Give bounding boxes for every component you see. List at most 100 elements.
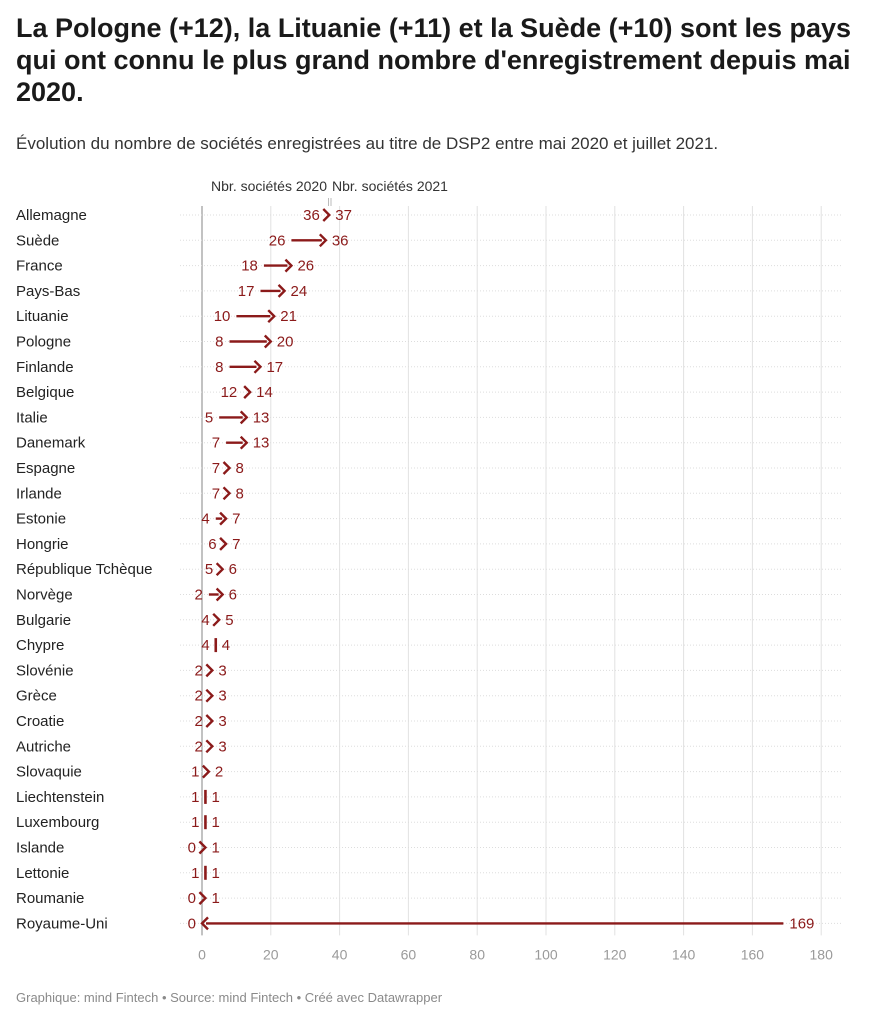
change-arrow-head	[243, 385, 252, 399]
table-row: République Tchèque 5 6	[16, 561, 843, 578]
country-label: Royaume-Uni	[16, 915, 108, 932]
value-2021-label: 5	[225, 612, 233, 629]
change-arrow-head	[198, 840, 208, 855]
table-row: Finlande 8 17	[16, 359, 843, 376]
table-row: France 18 26	[16, 258, 843, 275]
country-label: Belgique	[16, 384, 74, 401]
change-arrow-head	[322, 208, 331, 222]
x-tick-label: 160	[741, 946, 765, 962]
change-arrow-head	[219, 511, 228, 526]
table-row: Hongrie 6 7	[16, 536, 843, 553]
value-2021-label: 24	[291, 283, 308, 300]
value-2020-label: 8	[215, 359, 223, 376]
change-arrow-head	[222, 486, 232, 501]
value-2020-label: 17	[238, 283, 255, 300]
value-2020-label: 2	[195, 688, 203, 705]
x-tick-label: 60	[401, 946, 417, 962]
table-row: Islande 0 1	[16, 840, 843, 857]
x-tick-label: 120	[603, 946, 627, 962]
change-arrow-head	[198, 891, 208, 905]
table-row: Roumanie 0 1	[16, 890, 843, 907]
value-2021-label: 7	[232, 536, 240, 553]
value-2021-label: 3	[218, 688, 226, 705]
table-row: Autriche 2 3	[16, 738, 843, 755]
value-2021-label: 13	[253, 435, 270, 452]
x-tick-label: 40	[332, 946, 348, 962]
x-axis: 0 20 40 60 80 100 120 140 160 180	[198, 198, 833, 962]
value-2021-label: 7	[232, 511, 240, 528]
value-2021-label: 1	[211, 840, 219, 857]
table-row: Estonie 4 7	[16, 511, 843, 528]
value-2020-label: 7	[212, 460, 220, 477]
table-row: Lettonie 1 1	[16, 865, 843, 882]
change-arrow-head	[267, 309, 276, 324]
value-2021-label: 21	[280, 308, 297, 325]
value-2020-label: 2	[195, 713, 203, 730]
country-label: Hongrie	[16, 536, 69, 553]
country-label: Allemagne	[16, 207, 87, 224]
value-2021-label: 4	[222, 637, 230, 654]
change-arrow-head	[239, 435, 249, 450]
table-row: Bulgarie 4 5	[16, 612, 843, 629]
value-2020-label: 0	[188, 890, 196, 907]
table-row: Norvège 2 6	[16, 587, 843, 604]
value-2020-label: 5	[205, 409, 213, 426]
country-label: Bulgarie	[16, 612, 71, 629]
value-2020-label: 5	[205, 561, 213, 578]
value-2020-label: 2	[195, 738, 203, 755]
country-label: Chypre	[16, 637, 64, 654]
change-arrow-head	[222, 461, 232, 475]
table-row: Danemark 7 13	[16, 435, 843, 452]
value-2020-label: 8	[215, 334, 223, 351]
value-2021-label: 1	[211, 789, 219, 806]
country-label: Islande	[16, 840, 64, 857]
table-row: Slovénie 2 3	[16, 662, 843, 679]
change-arrow-head	[215, 587, 225, 602]
change-arrow-head	[219, 537, 228, 551]
country-label: Danemark	[16, 435, 86, 452]
value-2020-label: 4	[201, 612, 209, 629]
country-label: Slovaquie	[16, 764, 82, 781]
change-arrow-head	[200, 916, 209, 931]
chart-subtitle: Évolution du nombre de sociétés enregist…	[16, 134, 719, 153]
change-arrow-head	[202, 764, 211, 779]
value-2020-label: 1	[191, 764, 199, 781]
table-row: Slovaquie 1 2	[16, 764, 843, 781]
value-2020-label: 18	[241, 258, 258, 275]
value-2021-label: 17	[266, 359, 283, 376]
table-row: Royaume-Uni 169 0	[16, 915, 843, 932]
value-2020-label: 1	[191, 789, 199, 806]
value-2021-label: 37	[335, 207, 352, 224]
table-row: Luxembourg 1 1	[16, 814, 843, 831]
source-footer: Graphique: mind Fintech • Source: mind F…	[16, 990, 443, 1005]
country-label: Norvège	[16, 587, 73, 604]
value-2020-label: 1	[191, 814, 199, 831]
value-2021-label: 1	[211, 814, 219, 831]
country-label: Roumanie	[16, 890, 84, 907]
value-2020-label: 10	[214, 308, 231, 325]
value-2021-label: 1	[211, 865, 219, 882]
country-label: Espagne	[16, 460, 75, 477]
country-label: Lettonie	[16, 865, 69, 882]
country-label: Pays-Bas	[16, 283, 80, 300]
x-tick-label: 0	[198, 946, 206, 962]
table-row: Espagne 7 8	[16, 460, 843, 477]
change-arrow-head	[253, 359, 263, 374]
value-2021-label: 36	[332, 232, 349, 249]
value-2020-label: 169	[789, 915, 814, 932]
value-2020-label: 12	[221, 384, 238, 401]
change-arrow-head	[277, 284, 287, 298]
country-label: Croatie	[16, 713, 64, 730]
change-arrow-head	[205, 714, 215, 728]
value-2020-label: 2	[195, 587, 203, 604]
table-row: Chypre 4 4	[16, 637, 843, 654]
table-row: Italie 5 13	[16, 409, 843, 426]
chart-title: La Pologne (+12), la Lituanie (+11) et l…	[16, 13, 852, 107]
table-row: Allemagne 36 37	[16, 207, 843, 224]
country-label: Suède	[16, 232, 59, 249]
value-2021-label: 13	[253, 409, 270, 426]
grid-lines	[201, 206, 822, 936]
x-tick-label: 20	[263, 946, 279, 962]
